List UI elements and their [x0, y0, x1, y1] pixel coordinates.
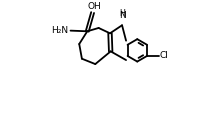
- Text: Cl: Cl: [160, 52, 168, 60]
- Text: H: H: [119, 9, 125, 18]
- Text: H₂N: H₂N: [51, 26, 68, 35]
- Text: OH: OH: [87, 2, 101, 11]
- Text: N: N: [119, 11, 125, 20]
